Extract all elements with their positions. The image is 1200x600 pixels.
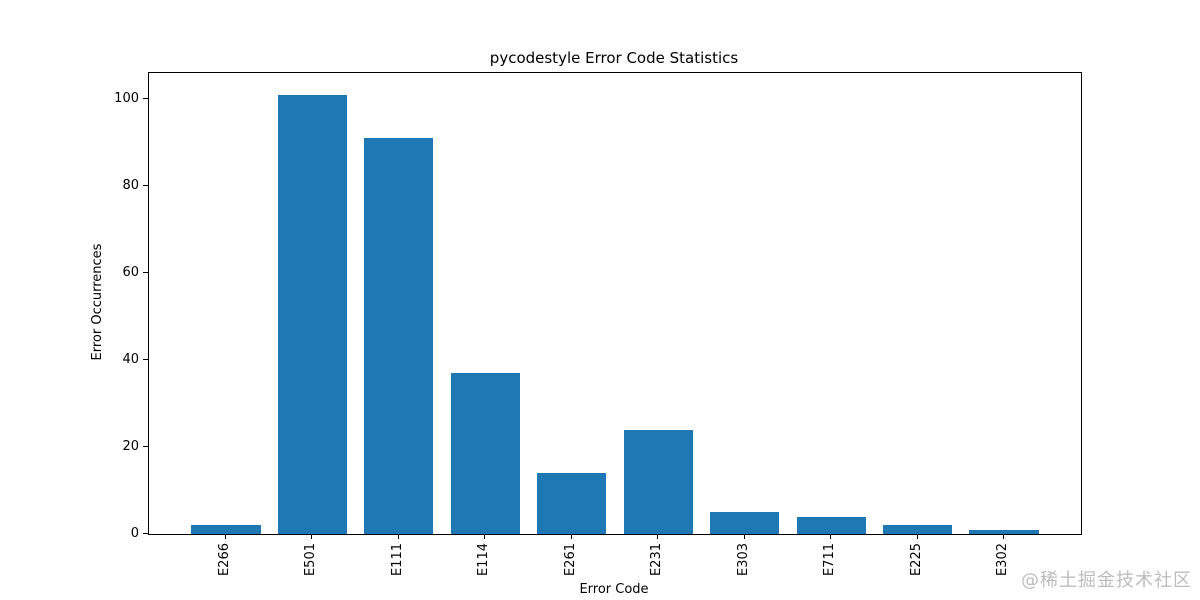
x-tick-label-E711: E711 bbox=[822, 543, 838, 577]
y-tick-label-80: 80 bbox=[122, 177, 139, 193]
y-tick-mark bbox=[143, 98, 148, 100]
y-tick-label-60: 60 bbox=[122, 264, 139, 280]
bar-E261 bbox=[537, 473, 607, 534]
bar-E303 bbox=[710, 512, 780, 534]
y-tick-mark bbox=[143, 272, 148, 274]
bar-E302 bbox=[969, 529, 1039, 534]
y-tick-mark bbox=[143, 359, 148, 361]
y-axis-label: Error Occurrences bbox=[90, 243, 105, 361]
y-tick-label-100: 100 bbox=[114, 90, 139, 106]
y-tick-mark bbox=[143, 185, 148, 187]
x-tick-mark bbox=[570, 534, 572, 539]
x-tick-mark bbox=[397, 534, 399, 539]
bar-E266 bbox=[191, 525, 261, 534]
x-tick-mark bbox=[484, 534, 486, 539]
watermark: @稀土掘金技术社区 bbox=[1021, 570, 1192, 591]
x-tick-label-E303: E303 bbox=[735, 543, 751, 577]
bar-E114 bbox=[450, 373, 520, 534]
x-tick-label-E111: E111 bbox=[389, 543, 405, 577]
x-tick-label-E114: E114 bbox=[476, 543, 492, 577]
x-tick-mark bbox=[311, 534, 313, 539]
x-tick-label-E231: E231 bbox=[649, 543, 665, 577]
bar-E501 bbox=[277, 94, 347, 534]
x-tick-label-E501: E501 bbox=[303, 543, 319, 577]
x-tick-label-E261: E261 bbox=[562, 543, 578, 577]
x-tick-mark bbox=[916, 534, 918, 539]
plot-area bbox=[148, 72, 1082, 535]
bar-E225 bbox=[883, 525, 953, 534]
x-tick-mark bbox=[657, 534, 659, 539]
x-tick-mark bbox=[224, 534, 226, 539]
x-tick-mark bbox=[1003, 534, 1005, 539]
chart-title: pycodestyle Error Code Statistics bbox=[489, 49, 739, 67]
bar-E111 bbox=[364, 138, 434, 534]
x-tick-label-E302: E302 bbox=[995, 543, 1011, 577]
x-tick-mark bbox=[743, 534, 745, 539]
y-tick-label-20: 20 bbox=[122, 438, 139, 454]
bar-E711 bbox=[796, 516, 866, 534]
x-axis-label: Error Code bbox=[579, 582, 649, 597]
y-tick-label-40: 40 bbox=[122, 351, 139, 367]
y-tick-label-0: 0 bbox=[130, 525, 139, 541]
x-tick-mark bbox=[830, 534, 832, 539]
x-tick-label-E225: E225 bbox=[908, 543, 924, 577]
y-tick-mark bbox=[143, 533, 148, 534]
bar-E231 bbox=[623, 429, 693, 534]
x-tick-label-E266: E266 bbox=[216, 543, 232, 577]
y-tick-mark bbox=[143, 446, 148, 448]
